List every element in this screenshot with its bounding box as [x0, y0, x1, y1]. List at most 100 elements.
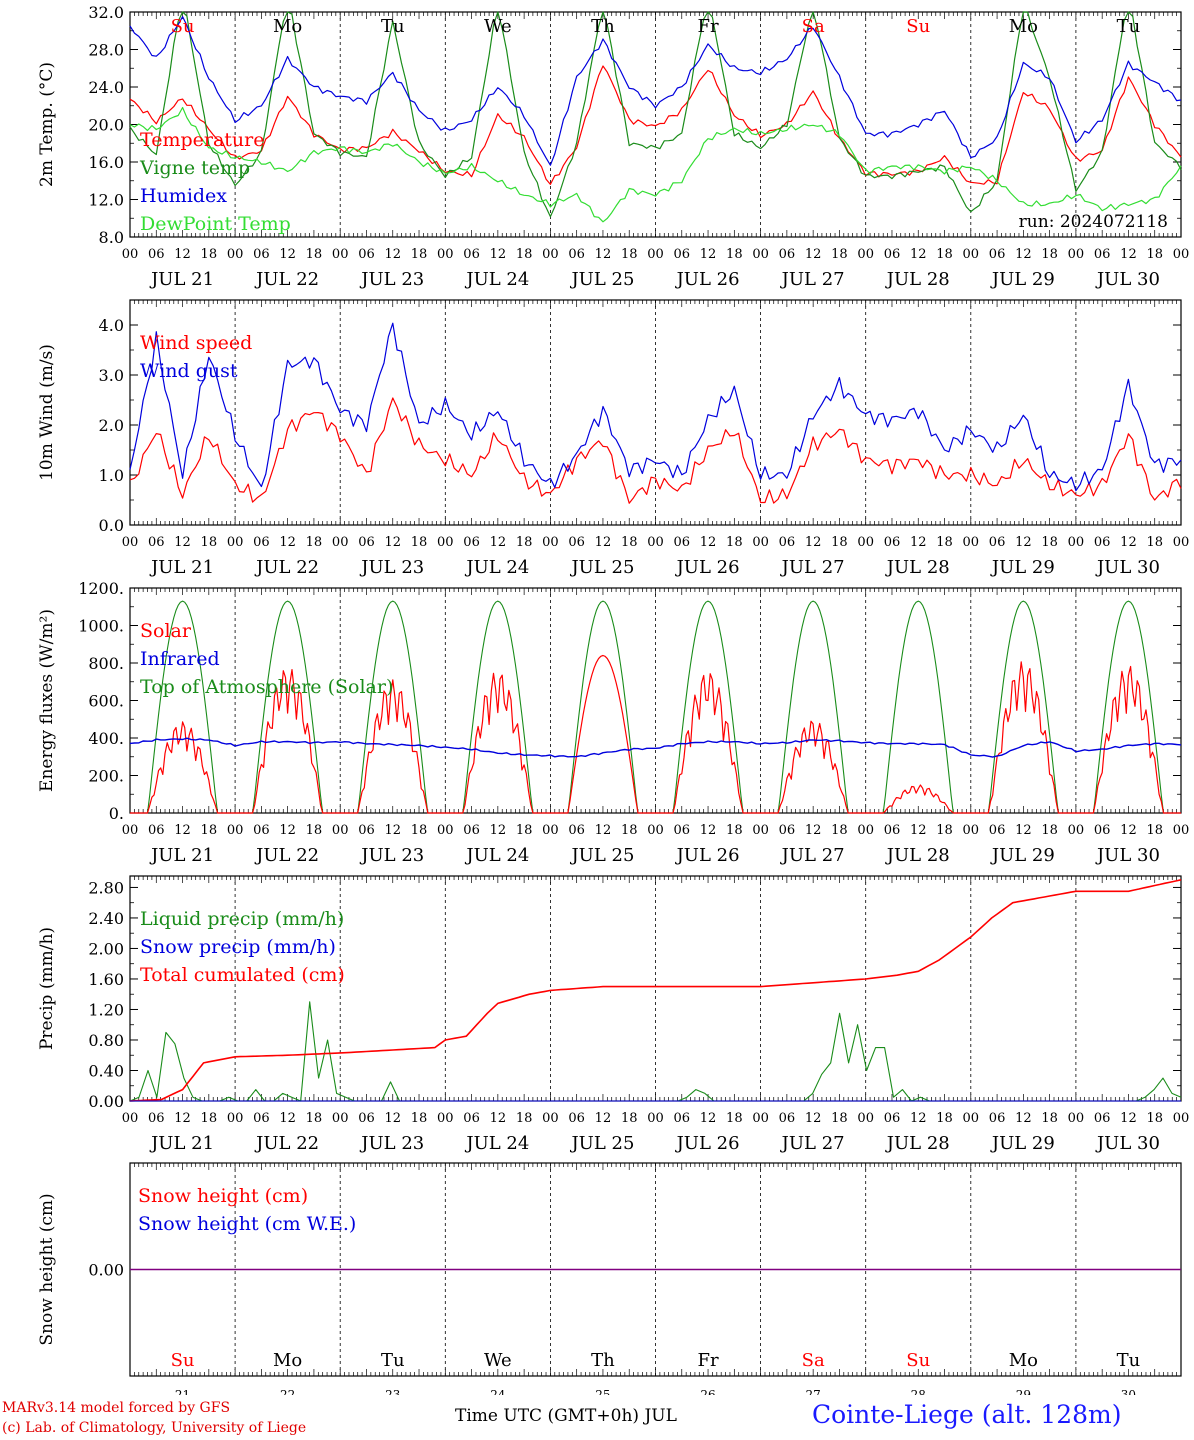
hour-label: 06: [568, 247, 585, 262]
hour-label: 06: [989, 247, 1006, 262]
hour-label: 00: [1068, 823, 1085, 838]
hour-label: 12: [805, 1111, 822, 1126]
hour-label: 06: [779, 247, 796, 262]
legend-entry: Infrared: [140, 648, 220, 670]
hour-label: 00: [542, 823, 559, 838]
date-label: JUL 22: [254, 269, 319, 290]
date-label: JUL 22: [254, 845, 319, 866]
hour-label: 00: [542, 535, 559, 550]
hour-label: 06: [253, 823, 270, 838]
hour-label: 18: [516, 247, 533, 262]
y-tick-label: 2.80: [88, 878, 124, 897]
hour-label: 18: [936, 247, 953, 262]
legend-entry: Snow height (cm): [138, 1185, 308, 1207]
hour-label: 06: [463, 823, 480, 838]
panel-snow: 0.00 Snow height (cm) Snow height (cm) Snow…: [37, 1162, 1182, 1395]
hour-label: 00: [437, 247, 454, 262]
hour-label: 18: [411, 247, 428, 262]
hour-label: 00: [647, 247, 664, 262]
hour-label: 12: [174, 823, 191, 838]
y-tick-label: 2.0: [99, 416, 124, 435]
hour-label: 18: [306, 823, 323, 838]
series-line-infrared: [129, 737, 1182, 758]
y-axis-label: Precip (mm/h): [37, 927, 57, 1050]
hour-label: 00: [647, 823, 664, 838]
y-axis-label: 10m Wind (m/s): [37, 344, 57, 481]
hour-label: 06: [148, 823, 165, 838]
day-name-label: Sa: [802, 1350, 825, 1371]
hour-label: 00: [857, 535, 874, 550]
hour-label: 00: [963, 823, 980, 838]
hour-label: 06: [253, 535, 270, 550]
y-tick-label: 1.60: [88, 970, 124, 989]
y-tick-label: 0.00: [88, 1092, 124, 1111]
y-tick-label: 1000.: [78, 617, 124, 636]
hour-label: 06: [1094, 247, 1111, 262]
hour-label: 06: [463, 1111, 480, 1126]
date-label: JUL 28: [885, 845, 950, 866]
hour-label: 18: [411, 823, 428, 838]
hour-label: 00: [227, 247, 244, 262]
date-label: JUL 26: [675, 269, 740, 290]
hour-label: 12: [384, 535, 401, 550]
hour-label: 06: [358, 1111, 375, 1126]
hour-label: 12: [384, 247, 401, 262]
date-label: JUL 21: [149, 845, 214, 866]
day-number-label: 26: [700, 1388, 715, 1395]
hour-label: 12: [384, 1111, 401, 1126]
y-tick-label: 20.0: [88, 116, 124, 135]
hour-label: 18: [726, 247, 743, 262]
date-label: JUL 25: [569, 1133, 634, 1154]
legend-entry: DewPoint Temp: [140, 213, 291, 235]
y-tick-label: 1.0: [99, 466, 124, 485]
hour-label: 12: [805, 535, 822, 550]
y-axis-label: Energy fluxes (W/m²): [37, 609, 57, 792]
hour-label: 06: [358, 535, 375, 550]
hour-label: 12: [805, 823, 822, 838]
date-label: JUL 27: [780, 845, 845, 866]
plot-frame: [129, 587, 1182, 814]
date-label: JUL 23: [359, 557, 424, 578]
hour-label: 00: [122, 823, 139, 838]
hour-label: 06: [568, 535, 585, 550]
date-label: JUL 30: [1095, 1133, 1160, 1154]
y-tick-label: 24.0: [88, 78, 124, 97]
legend-entry: Solar: [140, 620, 192, 642]
day-number-label: 21: [175, 1388, 190, 1395]
series-line-humidex: [129, 16, 1182, 166]
hour-label: 12: [910, 247, 927, 262]
hour-label: 18: [726, 1111, 743, 1126]
hour-label: 12: [1015, 247, 1032, 262]
hour-label: 12: [910, 823, 927, 838]
day-name-label: Su: [171, 1350, 195, 1371]
hour-label: 18: [1041, 247, 1058, 262]
hour-label: 00: [542, 1111, 559, 1126]
plot-frame: [129, 11, 1182, 238]
hour-label: 12: [490, 535, 507, 550]
hour-label: 18: [831, 1111, 848, 1126]
y-tick-label: 800.: [88, 654, 124, 673]
legend-entry: Liquid precip (mm/h): [140, 908, 344, 930]
hour-label: 18: [936, 535, 953, 550]
hour-label: 00: [1068, 1111, 1085, 1126]
date-label: JUL 29: [990, 1133, 1055, 1154]
hour-label: 18: [726, 823, 743, 838]
hour-label: 12: [174, 535, 191, 550]
hour-label: 18: [1041, 823, 1058, 838]
y-tick-label: 0.80: [88, 1031, 124, 1050]
hour-label: 06: [463, 247, 480, 262]
y-tick-label: 1200.: [78, 579, 124, 598]
day-number-label: 24: [490, 1388, 506, 1395]
day-name-label: Th: [591, 1350, 615, 1371]
hour-label: 00: [1173, 823, 1190, 838]
y-tick-label: 28.0: [88, 41, 124, 60]
hour-label: 18: [411, 535, 428, 550]
y-tick-label: 400.: [88, 729, 124, 748]
lab-credit: (c) Lab. of Climatology, University of L…: [2, 1420, 307, 1436]
hour-label: 06: [148, 247, 165, 262]
run-label: run: 2024072118: [1019, 212, 1168, 232]
date-label: JUL 27: [780, 269, 845, 290]
hour-label: 00: [542, 247, 559, 262]
hour-label: 18: [621, 247, 638, 262]
hour-label: 12: [595, 535, 612, 550]
